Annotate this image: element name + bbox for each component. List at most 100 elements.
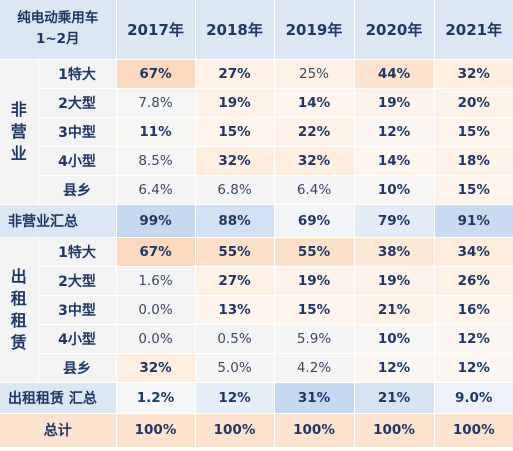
value-cell: 21% <box>354 295 435 325</box>
grand-total-row: 总计 100% 100% 100% 100% 100% <box>0 413 513 448</box>
header-period: 1~2月 <box>35 31 80 48</box>
value-cell: 12% <box>195 382 275 414</box>
value-cell: 21% <box>354 382 435 414</box>
table-row: 出租租赁 1特大 67% 55% 55% 38% 34% <box>0 237 513 383</box>
row-label: 4小型 <box>38 324 117 354</box>
table-row: 4小型 0.0% 0.5% 5.9% 10% 12% <box>0 324 513 354</box>
value-cell: 22% <box>274 117 355 147</box>
value-cell: 26% <box>434 266 513 296</box>
value-cell: 34% <box>434 237 513 267</box>
value-cell: 5.0% <box>195 353 275 383</box>
header-title: 纯电动乘用车 <box>17 10 99 27</box>
value-cell: 55% <box>195 237 275 267</box>
value-cell: 100% <box>434 413 513 448</box>
value-cell: 7.8% <box>116 88 196 118</box>
value-cell: 12% <box>434 353 513 383</box>
value-cell: 0.5% <box>195 324 275 354</box>
row-label: 县乡 <box>38 353 117 383</box>
value-cell: 10% <box>354 324 435 354</box>
summary-row: 非营业汇总 99% 88% 69% 79% 91% <box>0 204 513 238</box>
value-cell: 100% <box>116 413 196 448</box>
row-label: 县乡 <box>38 175 117 205</box>
value-cell: 67% <box>116 237 196 267</box>
value-cell: 32% <box>274 146 355 176</box>
value-cell: 11% <box>116 117 196 147</box>
table-row: 县乡 32% 5.0% 4.2% 12% 12% <box>0 353 513 383</box>
header-year: 2017年 <box>116 0 196 60</box>
value-cell: 12% <box>434 324 513 354</box>
table-row: 3中型 11% 15% 22% 12% 15% <box>0 117 513 147</box>
value-cell: 14% <box>274 88 355 118</box>
group-label-rental: 出租租赁 <box>0 237 39 383</box>
value-cell: 0.0% <box>116 324 196 354</box>
value-cell: 14% <box>354 146 435 176</box>
value-cell: 10% <box>354 175 435 205</box>
table-row: 非营业 1特大 67% 27% 25% 44% 32% <box>0 59 513 205</box>
value-cell: 12% <box>354 117 435 147</box>
row-label: 4小型 <box>38 146 117 176</box>
value-cell: 16% <box>434 295 513 325</box>
value-cell: 27% <box>195 266 275 296</box>
summary-label: 出租租赁 汇总 <box>0 382 117 414</box>
value-cell: 15% <box>434 175 513 205</box>
group-char: 非 <box>10 99 27 119</box>
row-label: 3中型 <box>38 117 117 147</box>
value-cell: 12% <box>354 353 435 383</box>
value-cell: 88% <box>195 204 275 238</box>
row-label: 1特大 <box>38 59 117 89</box>
header-corner-cell: 纯电动乘用车 1~2月 <box>0 0 117 60</box>
value-cell: 19% <box>354 88 435 118</box>
value-cell: 4.2% <box>274 353 355 383</box>
group-char: 营 <box>10 121 27 141</box>
table-row: 县乡 6.4% 6.8% 6.4% 10% 15% <box>0 175 513 205</box>
value-cell: 44% <box>354 59 435 89</box>
header-year: 2019年 <box>274 0 355 60</box>
value-cell: 9.0% <box>434 382 513 414</box>
value-cell: 99% <box>116 204 196 238</box>
value-cell: 19% <box>195 88 275 118</box>
value-cell: 1.2% <box>116 382 196 414</box>
group-char: 赁 <box>10 332 27 352</box>
value-cell: 13% <box>195 295 275 325</box>
value-cell: 100% <box>274 413 355 448</box>
table-row: 2大型 7.8% 19% 14% 19% 20% <box>0 88 513 118</box>
value-cell: 6.8% <box>195 175 275 205</box>
group-label-non-operating: 非营业 <box>0 59 39 205</box>
value-cell: 15% <box>434 117 513 147</box>
value-cell: 6.4% <box>116 175 196 205</box>
value-cell: 55% <box>274 237 355 267</box>
header-year: 2018年 <box>195 0 275 60</box>
group-char: 租 <box>10 310 27 330</box>
row-label: 3中型 <box>38 295 117 325</box>
value-cell: 1.6% <box>116 266 196 296</box>
header-year: 2021年 <box>434 0 513 60</box>
table-row: 4小型 8.5% 32% 32% 14% 18% <box>0 146 513 176</box>
summary-row: 出租租赁 汇总 1.2% 12% 31% 21% 9.0% <box>0 382 513 414</box>
value-cell: 32% <box>434 59 513 89</box>
row-label: 1特大 <box>38 237 117 267</box>
row-label: 2大型 <box>38 88 117 118</box>
table-row: 2大型 1.6% 27% 19% 19% 26% <box>0 266 513 296</box>
row-label: 2大型 <box>38 266 117 296</box>
value-cell: 15% <box>195 117 275 147</box>
value-cell: 100% <box>195 413 275 448</box>
value-cell: 32% <box>195 146 275 176</box>
value-cell: 19% <box>274 266 355 296</box>
value-cell: 6.4% <box>274 175 355 205</box>
value-cell: 69% <box>274 204 355 238</box>
value-cell: 38% <box>354 237 435 267</box>
value-cell: 100% <box>354 413 435 448</box>
value-cell: 18% <box>434 146 513 176</box>
header-row: 纯电动乘用车 1~2月 2017年 2018年 2019年 2020年 2021… <box>0 0 513 60</box>
value-cell: 67% <box>116 59 196 89</box>
value-cell: 0.0% <box>116 295 196 325</box>
header-year: 2020年 <box>354 0 435 60</box>
value-cell: 15% <box>274 295 355 325</box>
summary-label: 非营业汇总 <box>0 204 117 238</box>
value-cell: 31% <box>274 382 355 414</box>
value-cell: 19% <box>354 266 435 296</box>
table-row: 3中型 0.0% 13% 15% 21% 16% <box>0 295 513 325</box>
group-char: 租 <box>10 288 27 308</box>
